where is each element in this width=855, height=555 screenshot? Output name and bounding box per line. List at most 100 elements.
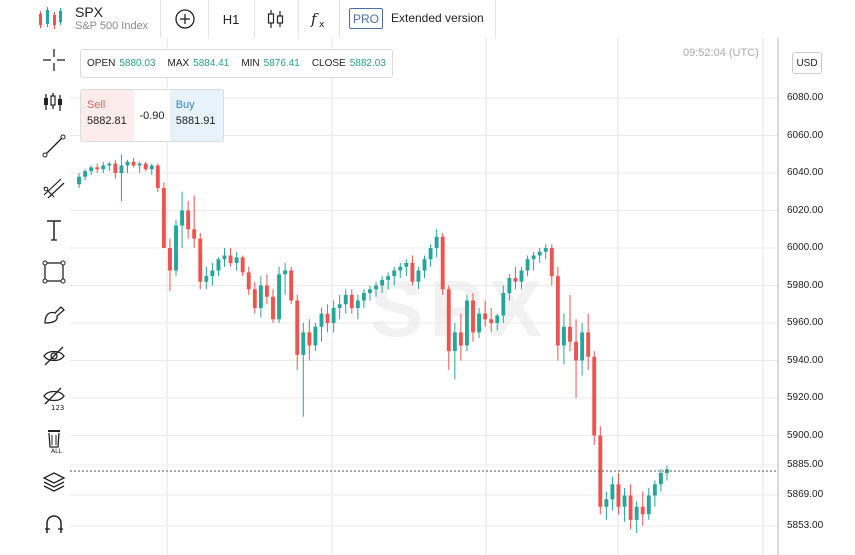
candle-body [410, 263, 415, 282]
candle-body [89, 167, 94, 172]
buy-price: 5881.91 [175, 115, 216, 127]
candle-body [186, 210, 191, 230]
server-clock: 09:52:04 (UTC) [683, 47, 759, 59]
max-value: 5884.41 [193, 58, 230, 69]
hide-drawings-icon[interactable] [34, 342, 74, 370]
candle-body [477, 313, 482, 333]
candle-body [598, 435, 603, 507]
svg-text:ALL: ALL [51, 448, 62, 453]
trendline-icon[interactable] [34, 132, 74, 160]
candle-body [295, 300, 300, 355]
candle-body [434, 236, 439, 248]
price-axis-label: 5900.00 [787, 429, 824, 441]
candle-body [131, 161, 136, 166]
extended-version-link[interactable]: Extended version [391, 11, 484, 25]
candle-body [604, 499, 609, 507]
min-value: 5876.41 [263, 58, 300, 69]
candle-body [446, 289, 451, 352]
candle-body [592, 356, 597, 436]
candle-body [331, 308, 336, 323]
candle-body [404, 263, 409, 267]
candle-body [283, 270, 288, 275]
buy-label: Buy [175, 99, 195, 111]
function-fx-icon: f x [310, 10, 325, 30]
candle-body [258, 285, 263, 308]
pitchfork-icon[interactable] [34, 174, 74, 202]
candle-body [355, 300, 360, 308]
candles-logo-icon [39, 7, 62, 29]
divider [298, 0, 299, 38]
candle-body [483, 313, 488, 320]
candle-body [343, 294, 348, 305]
divider [208, 0, 209, 38]
candle-body [549, 248, 554, 277]
candle-body [155, 165, 160, 188]
candle-body [234, 257, 239, 263]
candle-body [83, 171, 88, 177]
svg-text:123: 123 [51, 404, 64, 411]
drawing-toolbar: 123 ALL [0, 38, 70, 555]
hide-labels-icon[interactable]: 123 [34, 384, 74, 412]
candle-body [580, 332, 585, 361]
price-axis-label: 6040.00 [787, 167, 824, 178]
candle-body [228, 255, 233, 263]
sell-label: Sell [87, 99, 106, 111]
candle-body [628, 495, 633, 520]
text-icon[interactable] [34, 216, 74, 244]
divider [339, 0, 340, 38]
add-indicator-button[interactable] [172, 6, 198, 32]
candle-body [513, 278, 518, 282]
candle-body [264, 285, 269, 297]
candle-body [392, 270, 397, 277]
candle-body [240, 257, 245, 273]
candle-body [386, 276, 391, 280]
currency-button[interactable]: USD [792, 52, 822, 74]
chart-type-button[interactable] [264, 6, 288, 32]
crosshair-icon[interactable] [34, 46, 74, 74]
rectangle-icon[interactable] [34, 258, 74, 286]
candle-body [471, 300, 475, 333]
divider [160, 0, 161, 38]
candle-body [640, 506, 645, 515]
price-axis-label: 5980.00 [787, 279, 824, 291]
remove-all-icon[interactable]: ALL [34, 426, 74, 454]
candle-body [143, 163, 148, 170]
candle-body [568, 326, 572, 342]
candle-body [652, 484, 657, 496]
price-axis-label: 6080.00 [787, 92, 824, 103]
candle-body [168, 248, 172, 271]
candle-body [149, 165, 154, 170]
candle-body [180, 210, 185, 226]
price-axis-label: 6000.00 [787, 242, 824, 253]
indicators-icon[interactable] [34, 88, 74, 116]
brush-icon[interactable] [34, 300, 74, 328]
layers-icon[interactable] [34, 468, 74, 496]
candle-body [337, 304, 342, 308]
candle-body [416, 270, 421, 282]
candle-body [380, 279, 385, 286]
pro-badge[interactable]: PRO [349, 8, 383, 29]
candle-body [95, 167, 100, 170]
price-chart[interactable]: SPX [70, 38, 855, 555]
symbol-name: S&P 500 Index [75, 20, 149, 32]
top-bar: SPX S&P 500 Index H1 f x PRO Extend [0, 0, 855, 38]
sell-button[interactable]: Sell 5882.81 [81, 90, 135, 141]
indicators-button[interactable]: f x [306, 6, 332, 32]
price-axis-label: 5940.00 [787, 354, 824, 366]
min-label: MIN [241, 58, 260, 69]
candle-body [246, 272, 251, 290]
candle-body [301, 332, 306, 355]
sell-price: 5882.81 [87, 115, 127, 127]
symbol-ticker[interactable]: SPX [75, 4, 104, 20]
open-label: OPEN [87, 58, 116, 69]
candle-body [107, 163, 112, 166]
candle-body [277, 274, 281, 320]
candle-body [452, 332, 457, 352]
trade-panel: Sell 5882.81 -0.90 Buy 5881.91 [80, 89, 224, 142]
candlestick-chart[interactable] [70, 38, 855, 555]
magnet-icon[interactable] [34, 510, 74, 538]
timeframe-button[interactable]: H1 [222, 11, 240, 27]
plus-circle-icon [175, 9, 195, 29]
candle-body [398, 266, 403, 271]
buy-button[interactable]: Buy 5881.91 [169, 90, 223, 141]
